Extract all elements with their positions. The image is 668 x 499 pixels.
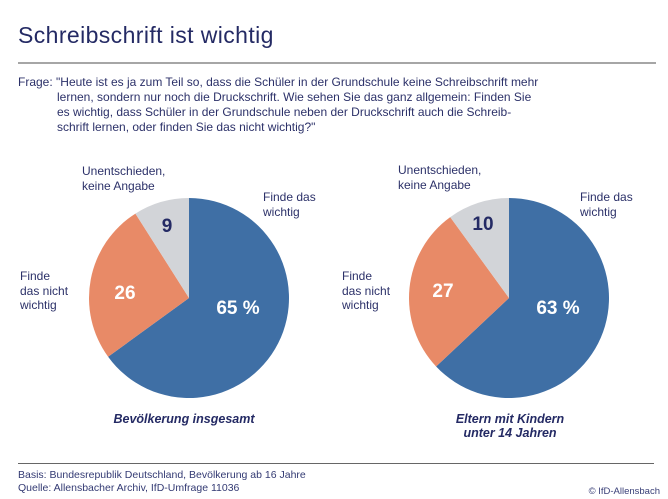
pie-slice-2 [450, 198, 509, 298]
question-line: es wichtig, dass Schüler in der Grundsch… [57, 105, 512, 119]
pie-value-label: 26 [114, 283, 135, 304]
question-line: lernen, sondern nur noch die Druckschrif… [57, 90, 532, 104]
pie-caption-eltern: Eltern mit Kindern unter 14 Jahren [455, 412, 565, 440]
pie-label-unentschieden: Unentschieden, keine Angabe [82, 164, 166, 193]
pie-value-label: 27 [432, 281, 453, 302]
pie-label-finde-wichtig: Finde das wichtig [263, 190, 316, 219]
question-line: schrift lernen, oder finden Sie das nich… [57, 120, 316, 134]
pie-label-unentschieden: Unentschieden, keine Angabe [398, 163, 482, 192]
pie-caption-bevoelkerung: Bevölkerung insgesamt [113, 412, 255, 426]
pie-value-label: 65 % [216, 298, 259, 319]
pie-label-finde-wichtig: Finde das wichtig [580, 190, 633, 219]
pie-label-finde-nicht-wichtig: Finde das nicht wichtig [20, 269, 69, 312]
footer-source: Quelle: Allensbacher Archiv, IfD-Umfrage… [18, 482, 240, 494]
pie-chart-eltern: 63 % 27 10 [409, 198, 609, 398]
title-divider [18, 62, 656, 64]
pie-label-finde-nicht-wichtig: Finde das nicht wichtig [342, 269, 391, 312]
pie-value-label: 63 % [536, 298, 579, 319]
pie-slice-2 [135, 198, 189, 298]
footer-copyright: © IfD-Allensbach [588, 486, 660, 497]
footer-divider [18, 463, 654, 464]
question-text: Frage: "Heute ist es ja zum Teil so, das… [18, 75, 654, 135]
footer-basis: Basis: Bundesrepublik Deutschland, Bevöl… [18, 469, 306, 481]
pie-slice-1 [409, 217, 509, 367]
pie-value-label: 10 [472, 214, 493, 235]
pie-chart-bevoelkerung: 65 % 26 9 [89, 198, 289, 398]
pie-value-label: 9 [162, 216, 173, 237]
page-title: Schreibschrift ist wichtig [18, 22, 274, 48]
question-line: Frage: "Heute ist es ja zum Teil so, das… [18, 75, 539, 89]
pie-slice-0 [108, 198, 289, 398]
pie-slice-0 [436, 198, 609, 398]
pie-slice-1 [89, 213, 189, 357]
